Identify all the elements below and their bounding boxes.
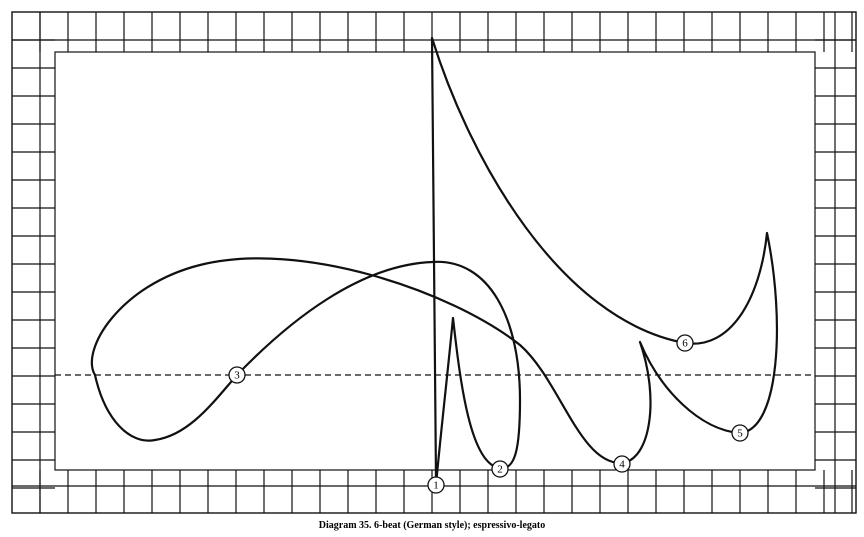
beat-label: 6	[682, 338, 688, 350]
beat-pattern	[90, 36, 779, 486]
beat-circle	[228, 366, 246, 384]
beat-circle	[676, 334, 694, 352]
beat-circle	[491, 460, 509, 478]
beats: 1 2 3 4 5 6	[228, 334, 749, 494]
beat-circle	[427, 476, 445, 494]
beat-label: 5	[737, 428, 743, 440]
caption: Diagram 35. 6-beat (German style); espre…	[319, 520, 545, 531]
beat-label: 2	[497, 464, 503, 476]
beat-label: 4	[619, 459, 625, 471]
beat-circle	[731, 424, 749, 442]
beat-label: 3	[234, 370, 240, 382]
beat-circle	[613, 455, 631, 473]
frame-outer	[11, 11, 857, 514]
beat-label: 1	[433, 480, 439, 492]
